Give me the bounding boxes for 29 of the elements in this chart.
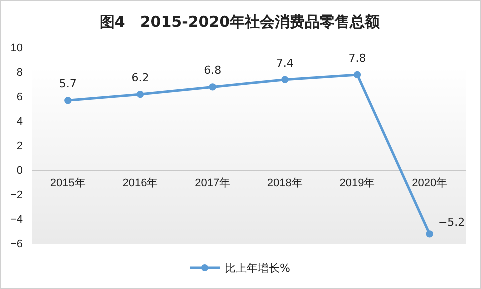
point xyxy=(426,230,434,238)
y-tick-label: −4 xyxy=(10,214,23,226)
y-tick-label: 0 xyxy=(16,165,23,178)
data-label: 7.4 xyxy=(276,56,294,70)
x-tick-label: 2020年 xyxy=(412,177,448,190)
legend-label: 比上年增长% xyxy=(225,262,290,275)
y-tick-label: −6 xyxy=(10,238,23,251)
y-tick-label: 10 xyxy=(10,42,23,55)
point xyxy=(64,97,72,104)
point xyxy=(354,71,362,79)
x-tick-label: 2015年 xyxy=(50,177,86,190)
y-tick-label: 2 xyxy=(16,140,23,153)
y-tick-label: 4 xyxy=(16,116,23,128)
data-label: 6.8 xyxy=(204,64,222,78)
data-label: −5.2 xyxy=(438,216,466,230)
x-tick-label: 2019年 xyxy=(340,177,376,190)
data-label: 6.2 xyxy=(132,72,150,85)
y-tick-label: −2 xyxy=(10,190,23,202)
data-label: 7.8 xyxy=(348,52,366,65)
point xyxy=(136,90,144,98)
chart-title: 图4 2015-2020年社会消费品零售总额 xyxy=(100,13,382,31)
point xyxy=(282,76,289,84)
data-label: 5.7 xyxy=(59,78,77,91)
x-tick-label: 2017年 xyxy=(195,177,231,190)
point xyxy=(209,84,216,91)
y-tick-label: 8 xyxy=(16,67,23,80)
x-tick-label: 2018年 xyxy=(267,177,303,190)
y-tick-label: 6 xyxy=(16,92,23,104)
x-tick-label: 2016年 xyxy=(122,177,158,190)
